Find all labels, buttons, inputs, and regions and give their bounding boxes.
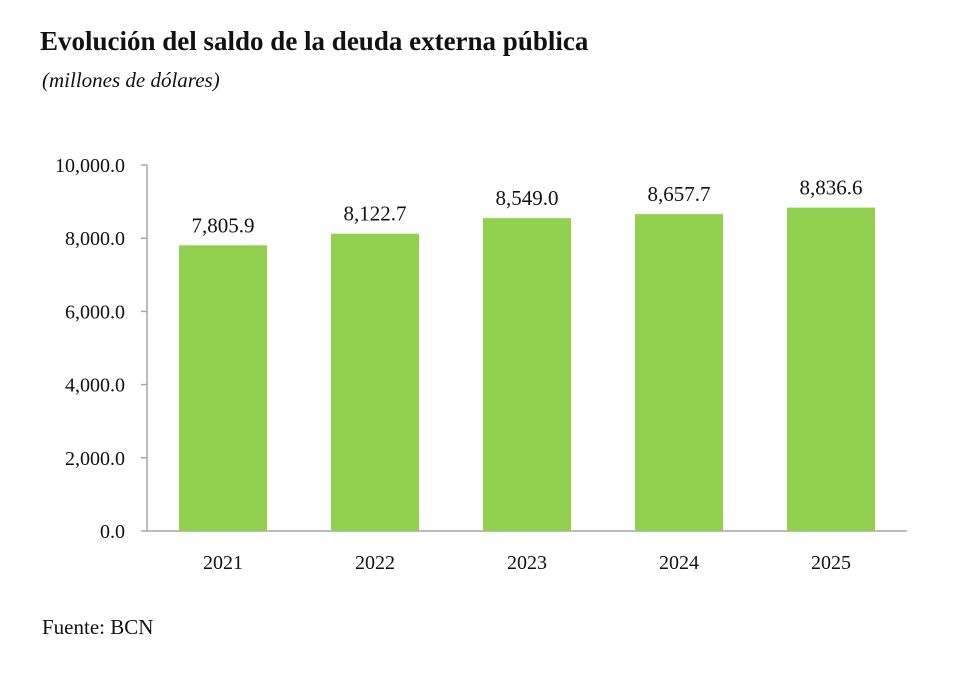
y-tick-label: 6,000.0 — [65, 301, 125, 323]
y-tick-label: 4,000.0 — [65, 375, 125, 397]
y-tick-label: 2,000.0 — [65, 448, 125, 470]
data-label: 8,657.7 — [648, 182, 711, 206]
labels: 7,805.9 2021 8,122.7 2022 8,549.0 2023 8,657.7… — [192, 176, 863, 574]
x-tick-label: 2024 — [659, 552, 699, 574]
x-tick-label: 2021 — [203, 552, 243, 574]
chart-subtitle: (millones de dólares) — [42, 68, 220, 92]
data-label: 8,836.6 — [800, 176, 863, 200]
axes: 0.0 2,000.0 4,000.0 6,000.0 8,000.0 10,000.0 — [55, 155, 907, 543]
y-tick-label: 10,000.0 — [55, 155, 125, 177]
data-label: 8,549.0 — [496, 186, 559, 210]
x-tick-label: 2025 — [811, 552, 851, 574]
y-tick-label: 8,000.0 — [65, 228, 125, 250]
bar — [483, 218, 571, 531]
data-label: 8,122.7 — [344, 202, 407, 226]
x-tick-label: 2023 — [507, 552, 547, 574]
bar — [179, 245, 267, 531]
bar — [331, 233, 419, 532]
bar — [635, 214, 723, 531]
chart-title: Evolución del saldo de la deuda externa … — [40, 26, 589, 56]
bar — [787, 207, 875, 531]
bars — [179, 207, 875, 532]
x-tick-label: 2022 — [355, 552, 395, 574]
y-tick-label: 0.0 — [100, 521, 125, 543]
source-note: Fuente: BCN — [42, 615, 154, 639]
data-label: 7,805.9 — [192, 213, 255, 237]
